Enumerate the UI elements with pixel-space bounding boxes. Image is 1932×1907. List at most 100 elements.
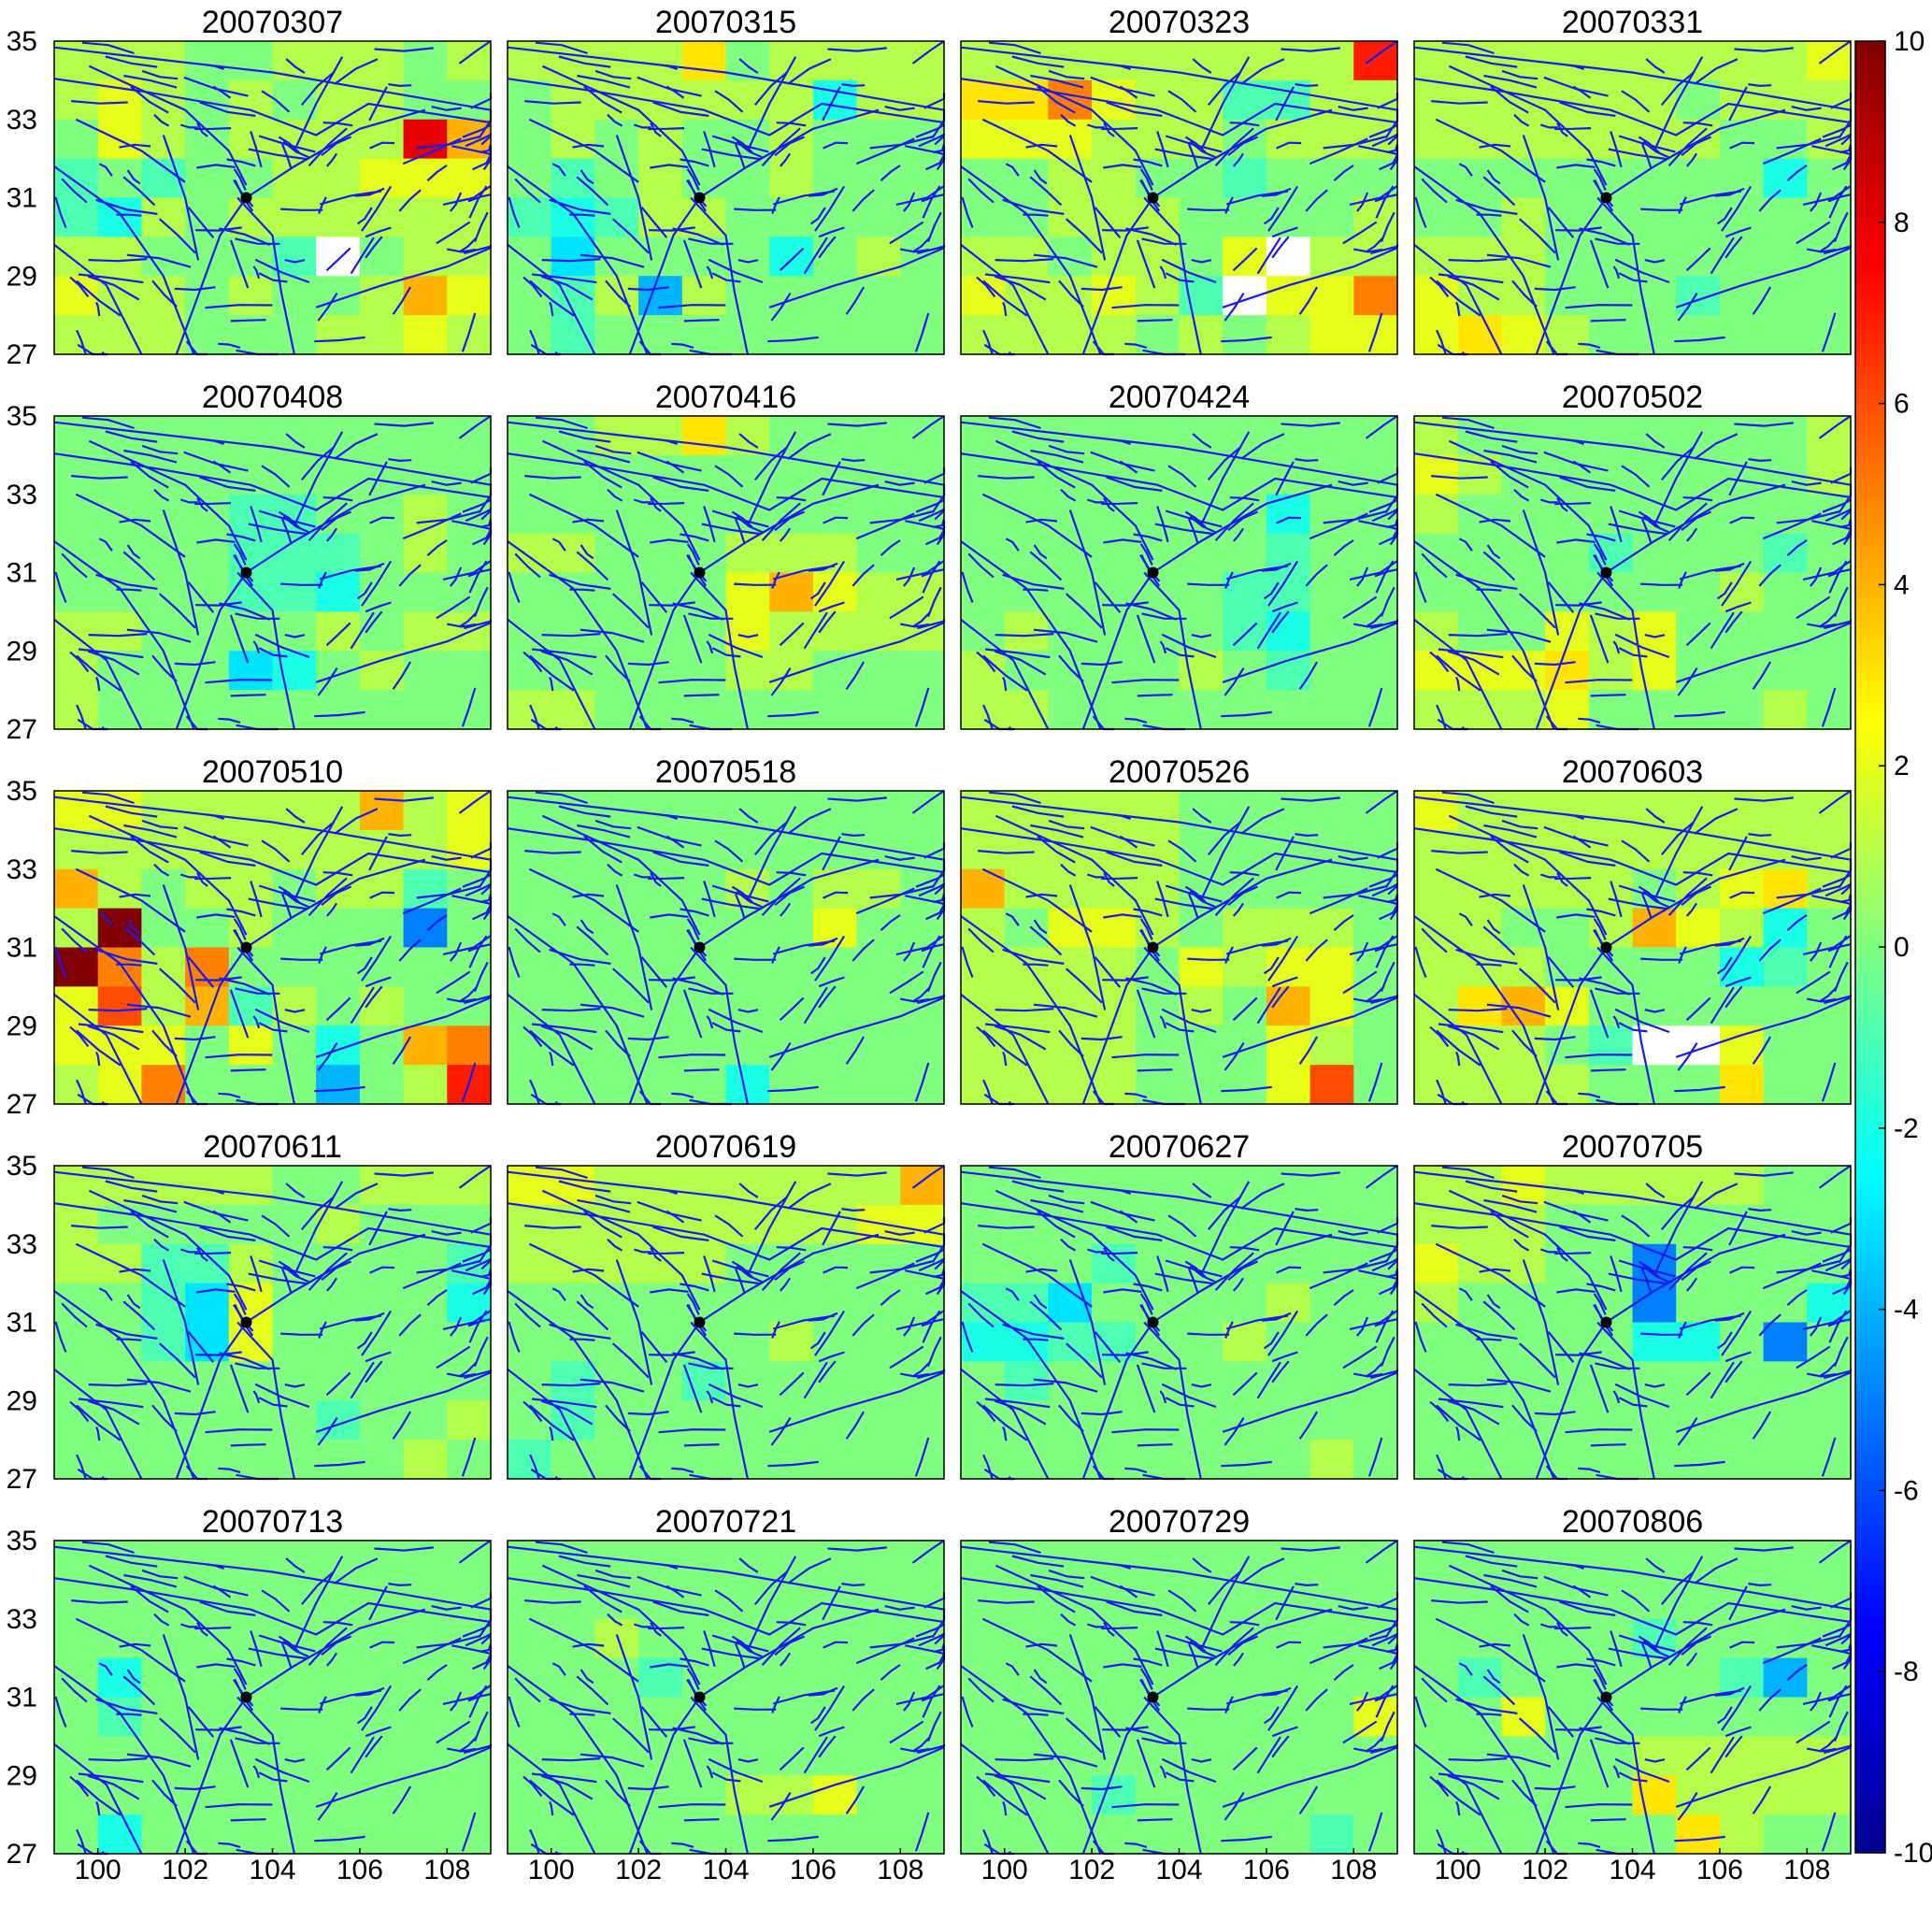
fault-line [319,565,382,581]
heatmap-cell [1501,1025,1546,1066]
fault-line [827,47,887,52]
heatmap-cell [1179,1166,1224,1206]
fault-line [1476,1338,1502,1341]
panel-17: 20070713 [53,1504,493,1856]
fault-line [737,634,759,638]
fault-line [1518,1717,1556,1754]
fault-line [1375,935,1395,968]
fault-line [1833,961,1849,993]
fault-line [368,836,388,871]
fault-line [1227,1635,1259,1656]
fault-line [1734,796,1794,802]
fault-line [580,1003,645,1018]
fault-line [1232,1652,1245,1667]
fault-line [1436,280,1481,317]
fault-line [767,1835,819,1842]
fault-line [325,997,351,1022]
fault-line [1305,1313,1328,1337]
heatmap-cell [1807,1579,1852,1620]
fault-line [1256,986,1281,1025]
fault-line [1677,1042,1698,1071]
fault-line [1660,446,1696,481]
heatmap-cell [316,533,361,574]
fault-line [976,276,996,298]
heatmap-cell [961,829,1006,870]
fault-line [374,422,434,427]
fault-line [1119,1210,1138,1224]
heatmap-cell [359,1579,405,1620]
heatmap-cell [359,533,405,574]
heatmap-cell [1676,1243,1721,1284]
heatmap-cell [638,1025,683,1066]
heatmap-cell [1266,494,1311,535]
fault-line [711,272,741,283]
heatmap-cell [1048,1618,1093,1659]
fault-line [1367,1437,1383,1477]
fault-line [1065,1717,1103,1754]
heatmap-cell [1223,868,1267,910]
fault-line [912,237,931,253]
heatmap-cell [1632,1579,1677,1620]
heatmap-cell [1676,276,1721,316]
fault-line [1490,85,1529,114]
heatmap-cell [900,454,945,495]
fault-line [1518,968,1556,1004]
fault-line [1374,568,1398,578]
heatmap-cell [551,1618,595,1659]
fault-line [1556,1288,1596,1294]
fault-line [1465,805,1518,818]
fault-line [95,1051,101,1067]
fault-line [1374,1693,1398,1702]
fault-line [1227,885,1259,907]
heatmap-cell [1457,868,1502,910]
heatmap-cell [1179,572,1224,612]
panel-19: 20070729 [960,1504,1399,1856]
fault-line [686,918,700,940]
fault-line [88,1564,248,1685]
fault-line [1137,1818,1173,1822]
heatmap-cell [1223,1283,1267,1324]
fault-line [611,968,650,1004]
fault-line [1086,1623,1105,1628]
heatmap-cell [508,1204,552,1245]
heatmap-cell [359,119,405,160]
panel-title: 20070611 [203,1129,342,1165]
fault-line [703,881,716,918]
fault-line [1431,475,1488,480]
heatmap-cell [725,1243,770,1284]
fault-line [1438,273,1504,284]
fault-line [650,1622,662,1637]
fault-line [467,194,492,203]
fault-line [880,914,901,932]
heatmap-cell [1719,41,1765,81]
heatmap-cell [856,119,901,160]
heatmap-cell [856,908,901,949]
fault-line [1414,196,1427,228]
fault-line [1102,226,1149,232]
fault-line [1645,1183,1666,1198]
fault-line [549,1800,554,1816]
heatmap-cell [594,197,639,237]
fault-line [1758,189,1782,212]
heatmap-cell [1309,572,1354,612]
fault-line [71,1225,128,1229]
heatmap-cell [1353,1541,1398,1581]
fault-line [1224,1792,1245,1821]
y-tick-label: 33 [7,480,37,510]
fault-line [254,1383,310,1409]
fault-line [1539,873,1558,879]
fault-line [1136,239,1156,289]
fault-line [1366,986,1384,1003]
fault-line [1513,1238,1530,1252]
fault-line [711,647,741,658]
fault-line [1518,218,1556,254]
fault-line [852,564,875,587]
fault-lines [507,790,946,1106]
heatmap-cell [1676,1283,1721,1324]
fault-line [98,163,113,177]
heatmap-cell [1763,1166,1808,1206]
fault-line [1578,342,1601,349]
heatmap-cell [681,1775,727,1815]
fault-line [356,1331,373,1350]
fault-line [218,1092,241,1098]
